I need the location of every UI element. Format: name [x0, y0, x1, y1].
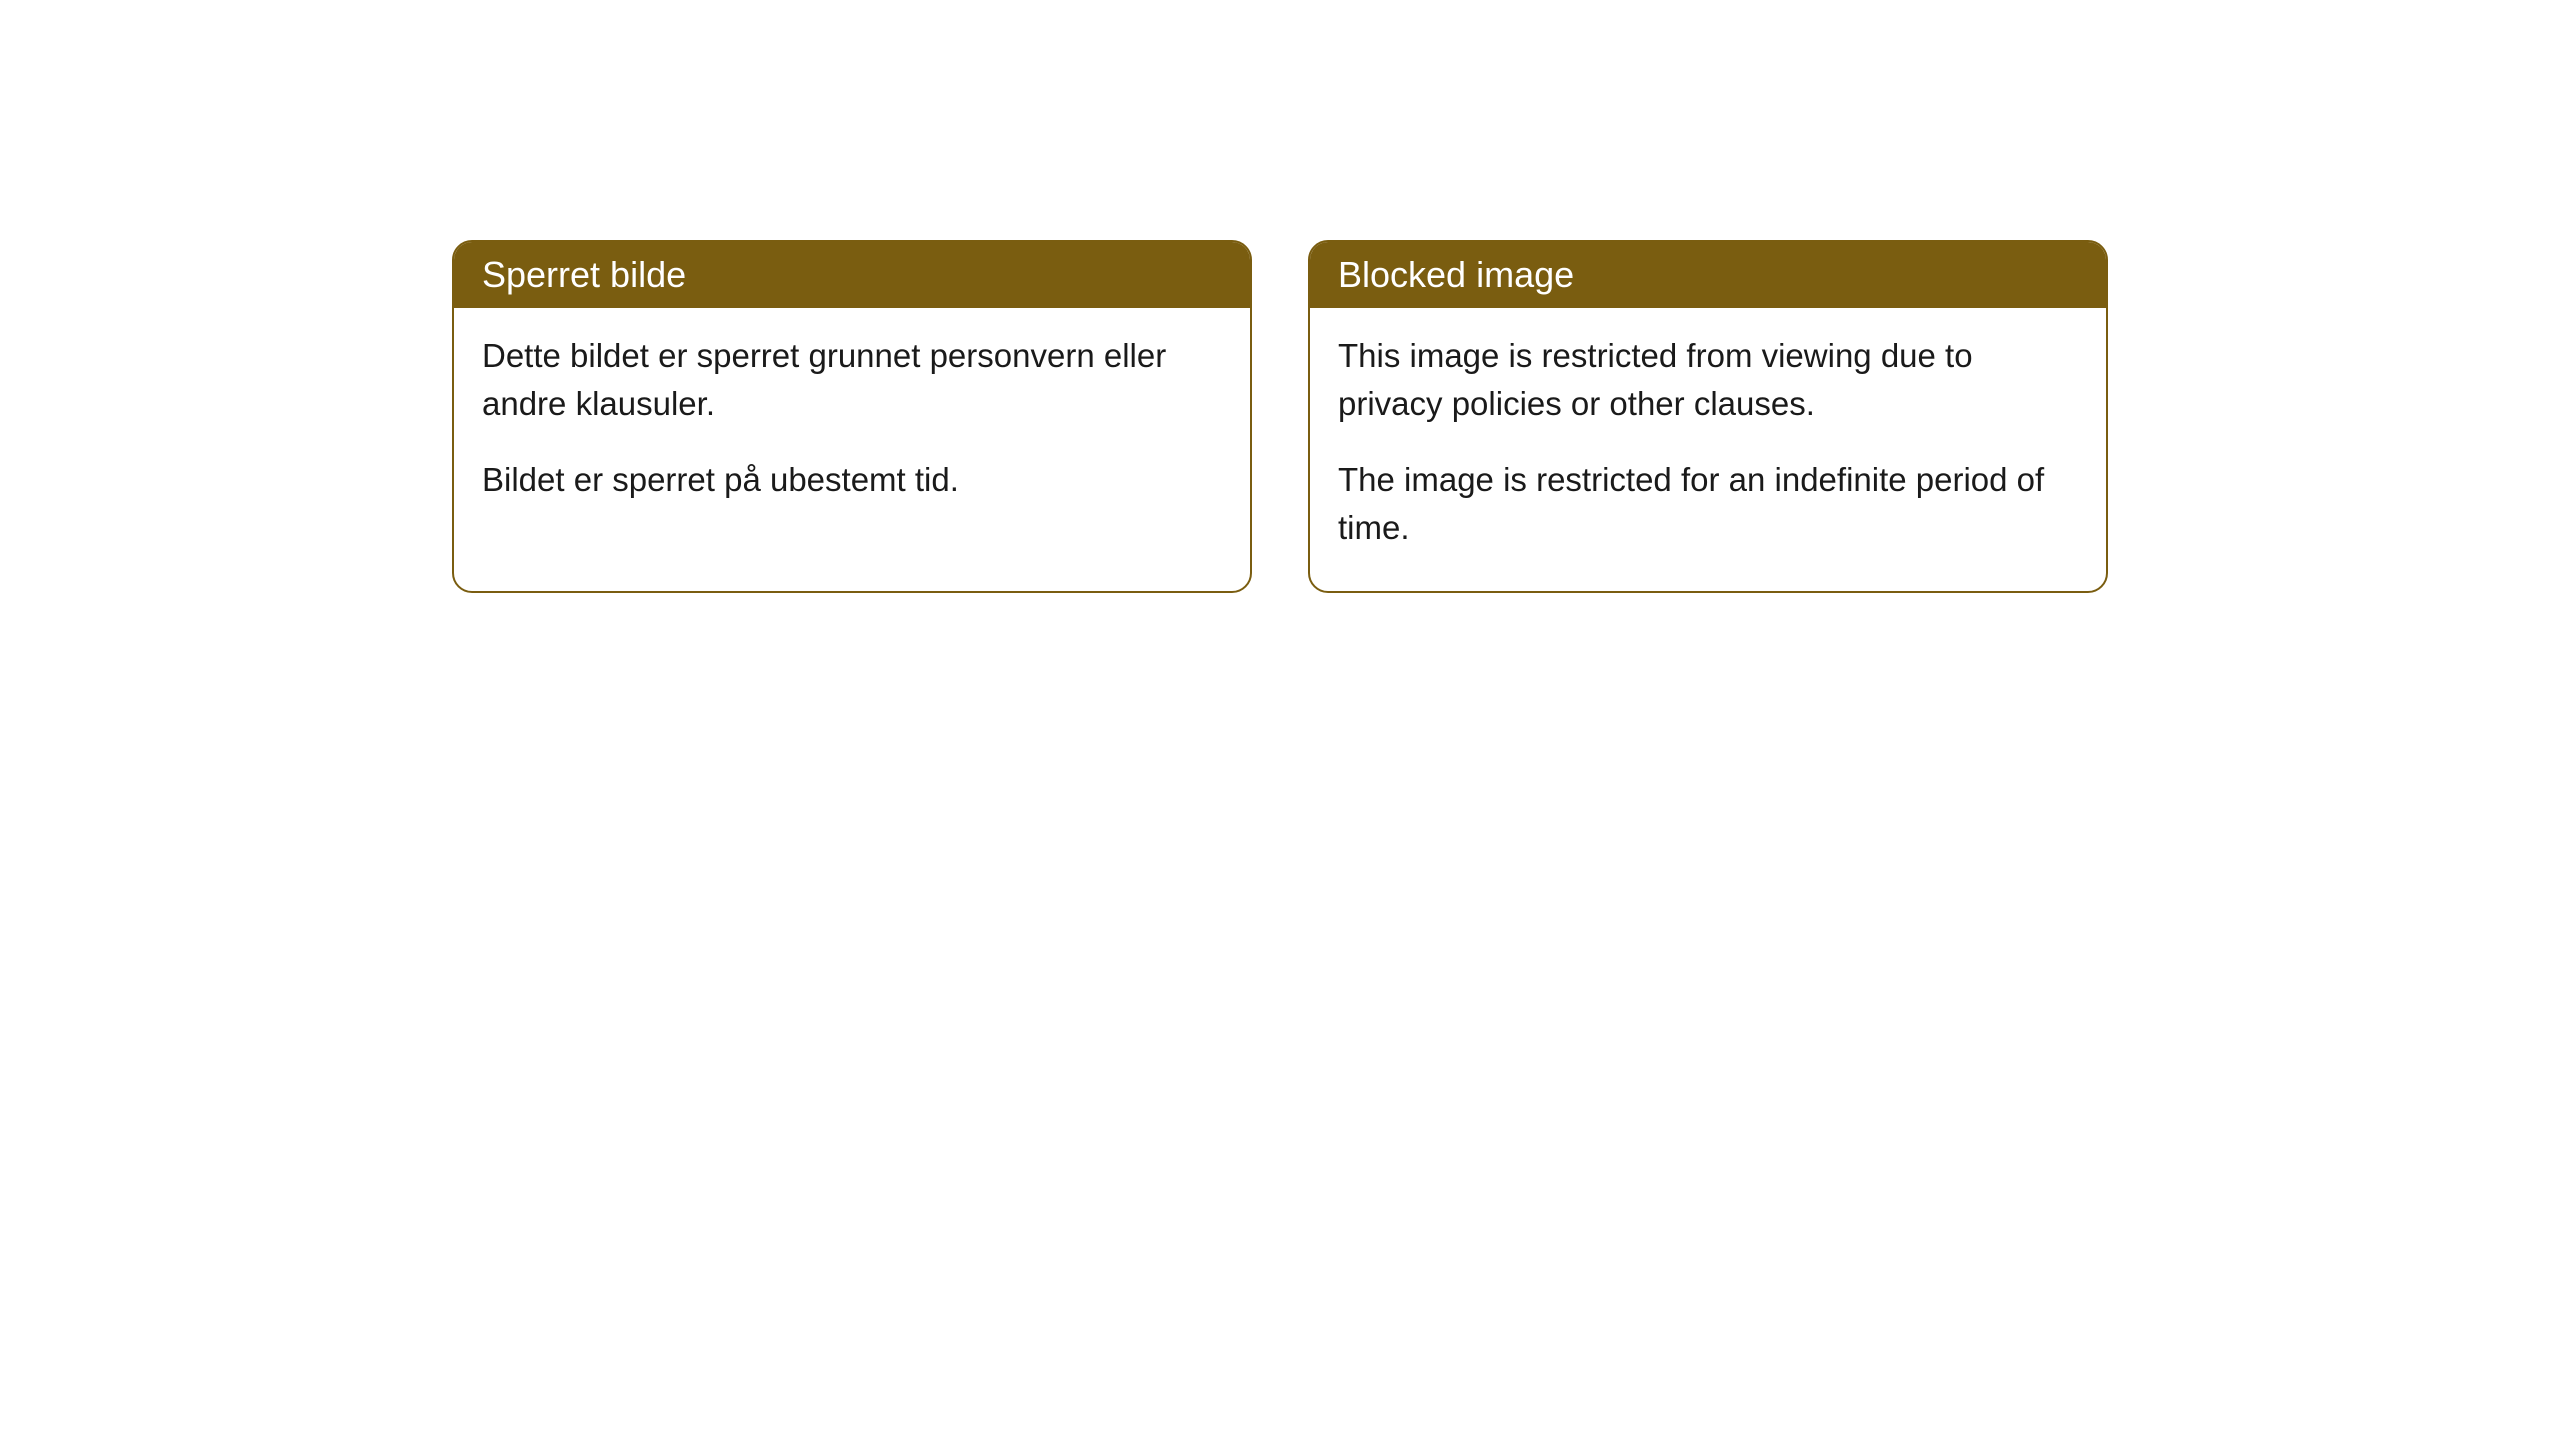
notice-header: Sperret bilde	[454, 242, 1250, 308]
notice-card-english: Blocked image This image is restricted f…	[1308, 240, 2108, 593]
notice-card-norwegian: Sperret bilde Dette bildet er sperret gr…	[452, 240, 1252, 593]
notice-container: Sperret bilde Dette bildet er sperret gr…	[0, 0, 2560, 593]
notice-paragraph: This image is restricted from viewing du…	[1338, 332, 2078, 428]
notice-paragraph: The image is restricted for an indefinit…	[1338, 456, 2078, 552]
notice-body: Dette bildet er sperret grunnet personve…	[454, 308, 1250, 544]
notice-title: Blocked image	[1338, 254, 1574, 295]
notice-title: Sperret bilde	[482, 254, 686, 295]
notice-header: Blocked image	[1310, 242, 2106, 308]
notice-paragraph: Bildet er sperret på ubestemt tid.	[482, 456, 1222, 504]
notice-body: This image is restricted from viewing du…	[1310, 308, 2106, 591]
notice-paragraph: Dette bildet er sperret grunnet personve…	[482, 332, 1222, 428]
